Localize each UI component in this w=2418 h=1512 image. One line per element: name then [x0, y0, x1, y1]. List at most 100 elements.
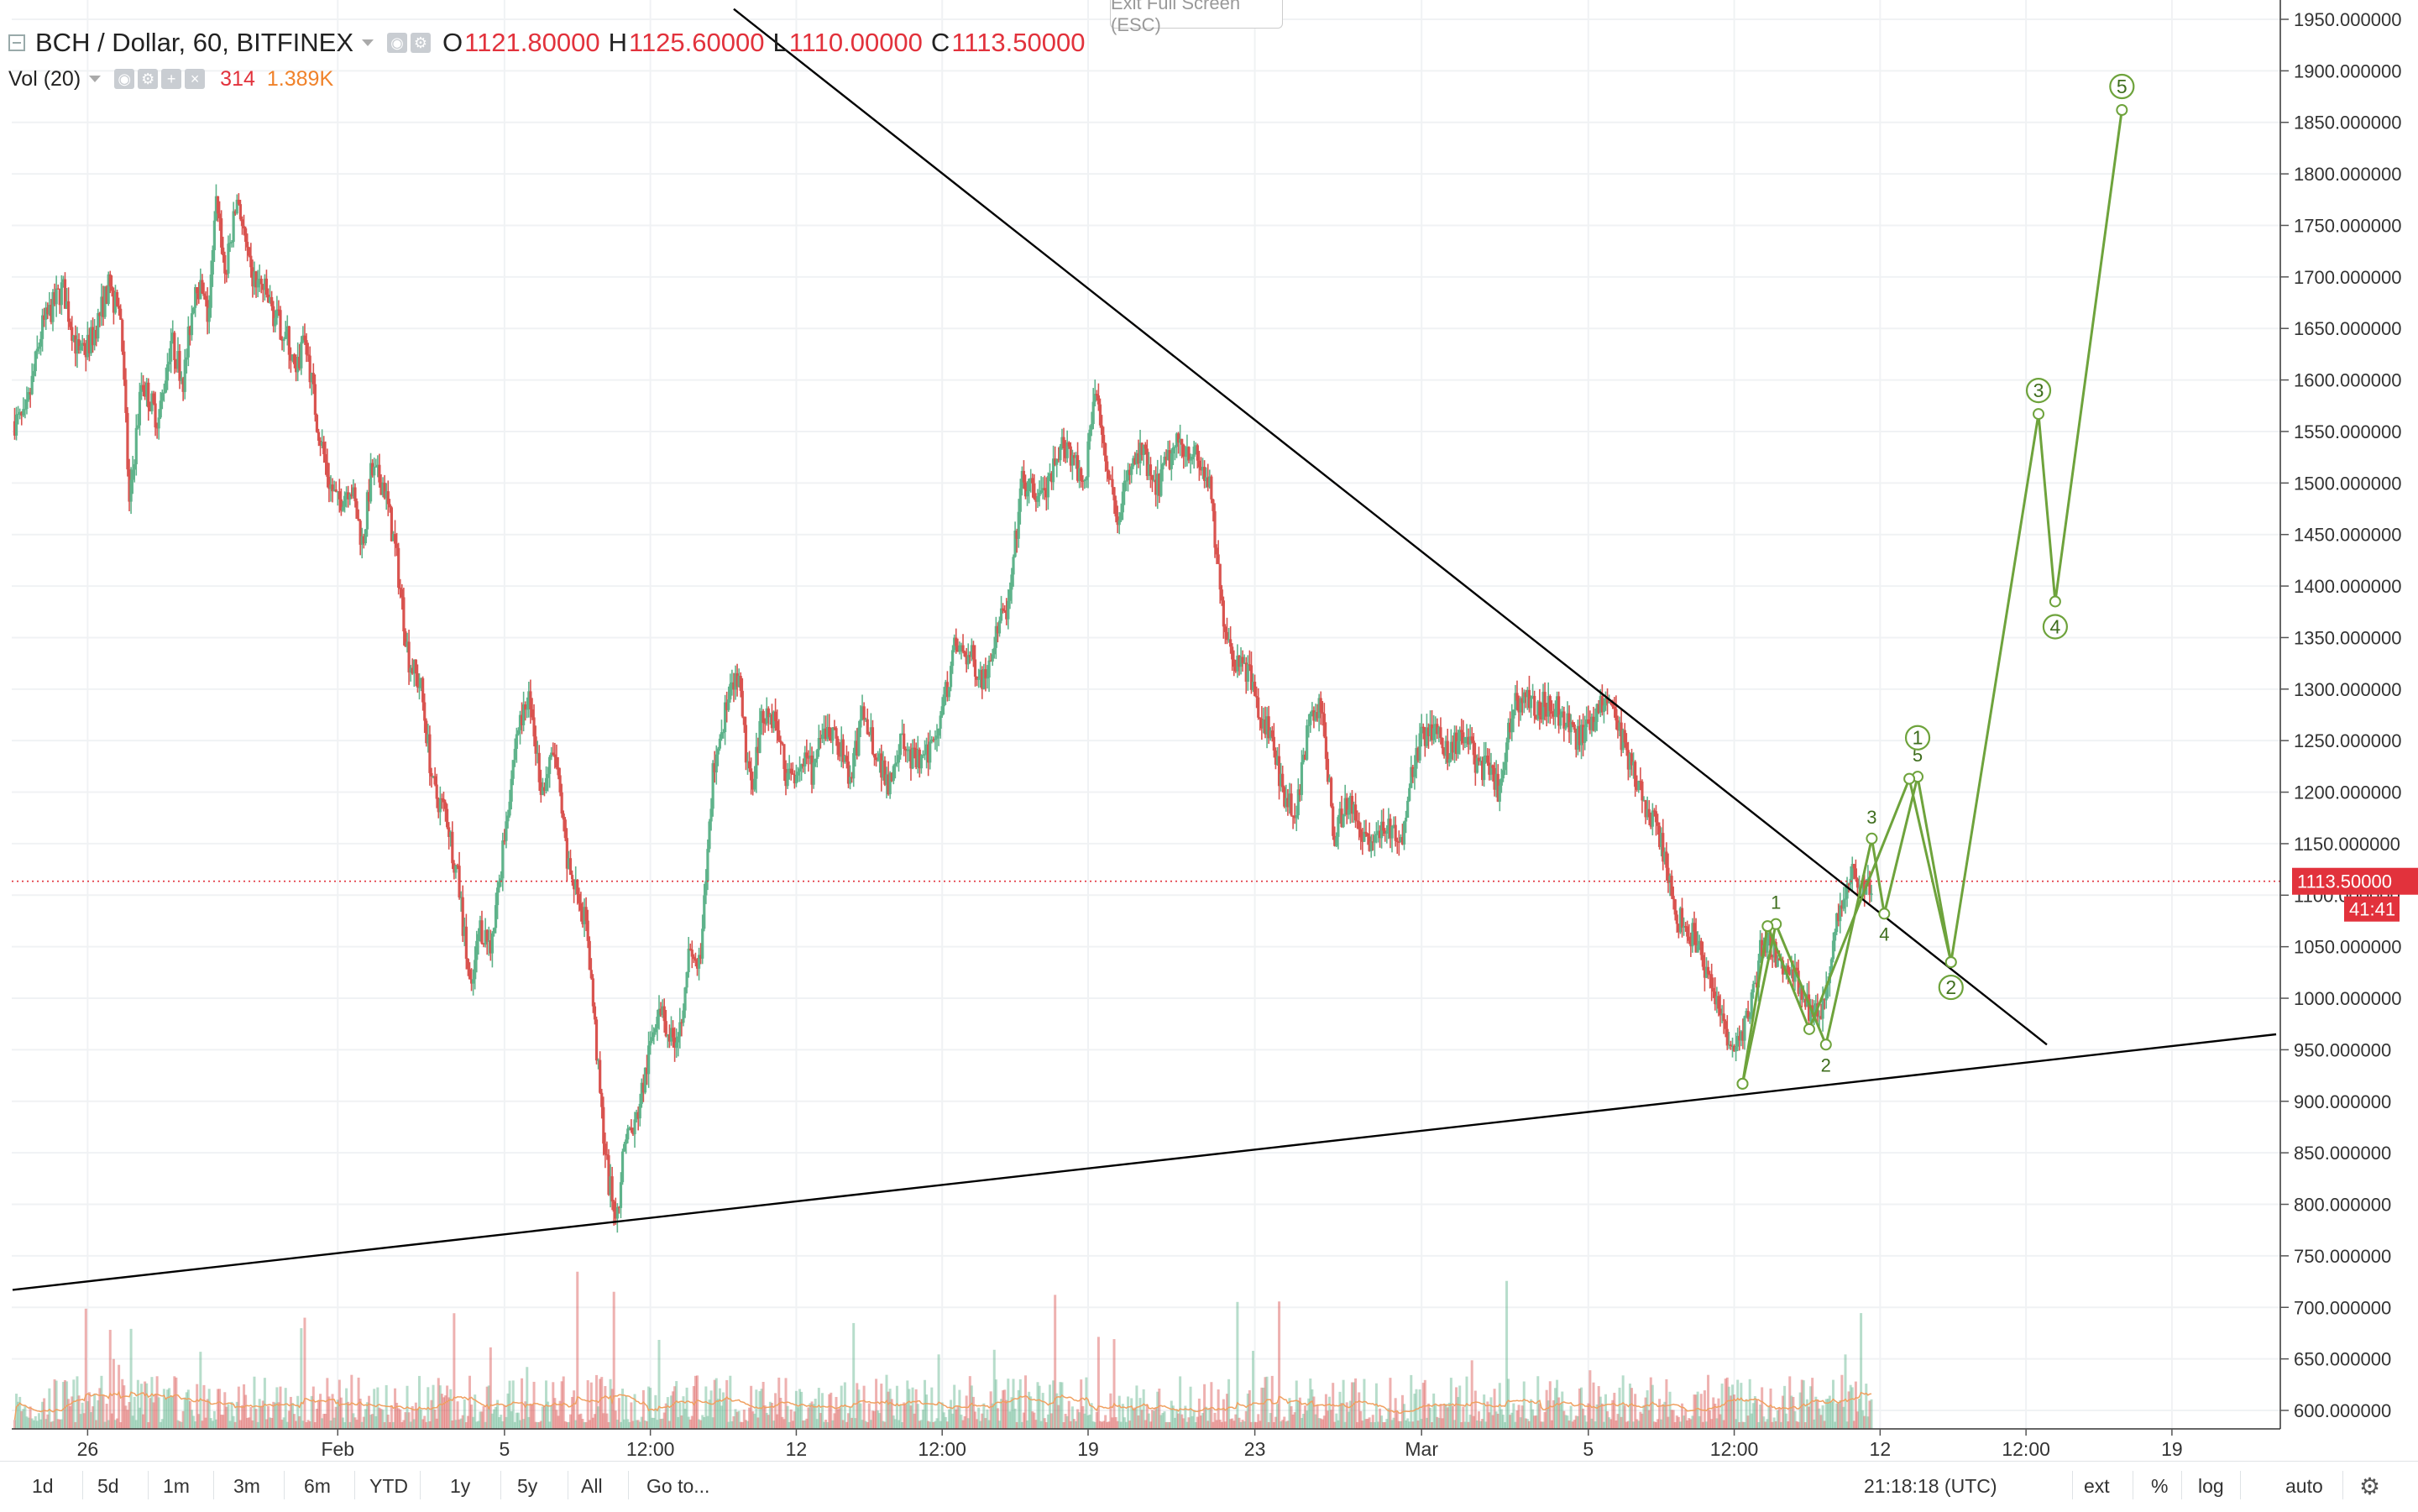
- range-button-all[interactable]: All: [581, 1474, 603, 1497]
- volume-bar: [25, 1416, 29, 1429]
- volume-bar: [1821, 1405, 1824, 1429]
- candle-body: [353, 487, 357, 502]
- candle-body: [1170, 453, 1173, 469]
- plus-icon[interactable]: +: [161, 69, 182, 89]
- candle-body: [1662, 833, 1665, 862]
- range-button-3m[interactable]: 3m: [233, 1474, 260, 1497]
- auto-scale-toggle[interactable]: auto: [2285, 1474, 2323, 1497]
- collapse-legend-icon[interactable]: [8, 34, 25, 51]
- volume-bar: [1855, 1411, 1859, 1429]
- candle-body: [833, 727, 836, 729]
- candle-body: [675, 1042, 678, 1049]
- range-button-1d[interactable]: 1d: [32, 1474, 54, 1497]
- volume-study-title[interactable]: Vol (20): [8, 66, 81, 91]
- range-button-1y[interactable]: 1y: [450, 1474, 471, 1497]
- volume-bar: [571, 1396, 574, 1429]
- chevron-down-icon[interactable]: [362, 39, 374, 46]
- volume-bar: [1850, 1387, 1854, 1429]
- candle-body: [162, 392, 165, 394]
- volume-bar: [331, 1394, 334, 1429]
- candle-body: [1788, 973, 1792, 975]
- volume-bar: [576, 1271, 579, 1429]
- volume-bar: [599, 1379, 602, 1429]
- range-button-5d[interactable]: 5d: [97, 1474, 119, 1497]
- goto-date-button[interactable]: Go to...: [646, 1474, 710, 1497]
- volume-bar: [1026, 1420, 1029, 1429]
- candle-body: [1322, 714, 1326, 737]
- candle-body: [242, 226, 246, 229]
- candle-body: [1265, 716, 1269, 735]
- candle-body: [1447, 759, 1451, 763]
- volume-bar: [1616, 1414, 1620, 1429]
- volume-bar: [1034, 1420, 1038, 1429]
- symbol-title[interactable]: BCH / Dollar, 60, BITFINEX: [35, 28, 353, 57]
- candle-body: [1135, 453, 1138, 464]
- utc-clock[interactable]: 21:18:18 (UTC): [1864, 1474, 1997, 1497]
- volume-bar: [233, 1421, 237, 1429]
- candle-body: [955, 637, 958, 646]
- range-button-5y[interactable]: 5y: [517, 1474, 538, 1497]
- volume-bar: [1626, 1420, 1630, 1429]
- range-button-1m[interactable]: 1m: [163, 1474, 190, 1497]
- candle-body: [619, 1182, 623, 1208]
- candle-body: [1054, 458, 1057, 465]
- candle-body: [484, 929, 487, 945]
- candle-body: [295, 364, 298, 373]
- volume-bar: [638, 1421, 641, 1429]
- volume-bar: [680, 1415, 683, 1429]
- candle-body: [421, 678, 425, 703]
- candle-body: [1275, 756, 1280, 765]
- gear-icon[interactable]: ⚙: [411, 33, 431, 53]
- volume-bar: [878, 1413, 882, 1429]
- candle-body: [1519, 698, 1522, 713]
- candle-body: [1257, 697, 1260, 718]
- chevron-down-icon[interactable]: [89, 76, 102, 82]
- range-button-ytd[interactable]: YTD: [369, 1474, 408, 1497]
- candle-body: [708, 821, 711, 850]
- candle-body: [1573, 725, 1576, 730]
- volume-bar: [1639, 1411, 1642, 1429]
- volume-bar: [181, 1410, 185, 1429]
- candle-body: [1475, 757, 1479, 773]
- candle-body: [102, 296, 105, 317]
- gear-icon[interactable]: ⚙: [138, 69, 159, 89]
- volume-bar: [29, 1406, 32, 1429]
- volume-bar: [1085, 1377, 1088, 1429]
- volume-bar: [913, 1413, 916, 1429]
- divider: [420, 1471, 421, 1499]
- candle-body: [204, 296, 207, 301]
- eye-icon[interactable]: ◉: [387, 33, 407, 53]
- volume-bar: [1222, 1399, 1225, 1429]
- volume-bar: [588, 1420, 591, 1429]
- candle-body: [197, 293, 201, 300]
- candle-body: [562, 813, 565, 820]
- candle-body: [1018, 488, 1022, 512]
- volume-bar: [1028, 1391, 1031, 1429]
- candle-body: [911, 747, 914, 769]
- candle-body: [14, 414, 18, 436]
- candle-body: [1033, 483, 1036, 500]
- volume-bar: [1236, 1301, 1239, 1429]
- eye-icon[interactable]: ◉: [114, 69, 135, 89]
- percent-scale-toggle[interactable]: %: [2151, 1474, 2169, 1497]
- time-axis-bg: [0, 1429, 2418, 1461]
- volume-bar: [446, 1385, 449, 1429]
- volume-bar: [1548, 1381, 1552, 1429]
- gear-icon[interactable]: ⚙: [2359, 1473, 2381, 1499]
- price-tick-label: 1200.000000: [2294, 782, 2401, 803]
- candle-body: [1152, 479, 1156, 481]
- candle-body: [1837, 913, 1840, 922]
- volume-bar: [1741, 1421, 1745, 1429]
- range-button-6m[interactable]: 6m: [304, 1474, 331, 1497]
- close-icon[interactable]: ×: [185, 69, 206, 89]
- volume-bar: [1046, 1414, 1049, 1429]
- volume-bar: [1493, 1389, 1496, 1429]
- volume-bar: [1007, 1379, 1010, 1429]
- log-scale-toggle[interactable]: log: [2198, 1474, 2224, 1497]
- candle-body: [468, 969, 472, 980]
- extended-hours-toggle[interactable]: ext: [2084, 1474, 2110, 1497]
- exit-fullscreen-hint[interactable]: Exit Full Screen (ESC): [1110, 0, 1283, 35]
- candle-body: [1312, 710, 1316, 721]
